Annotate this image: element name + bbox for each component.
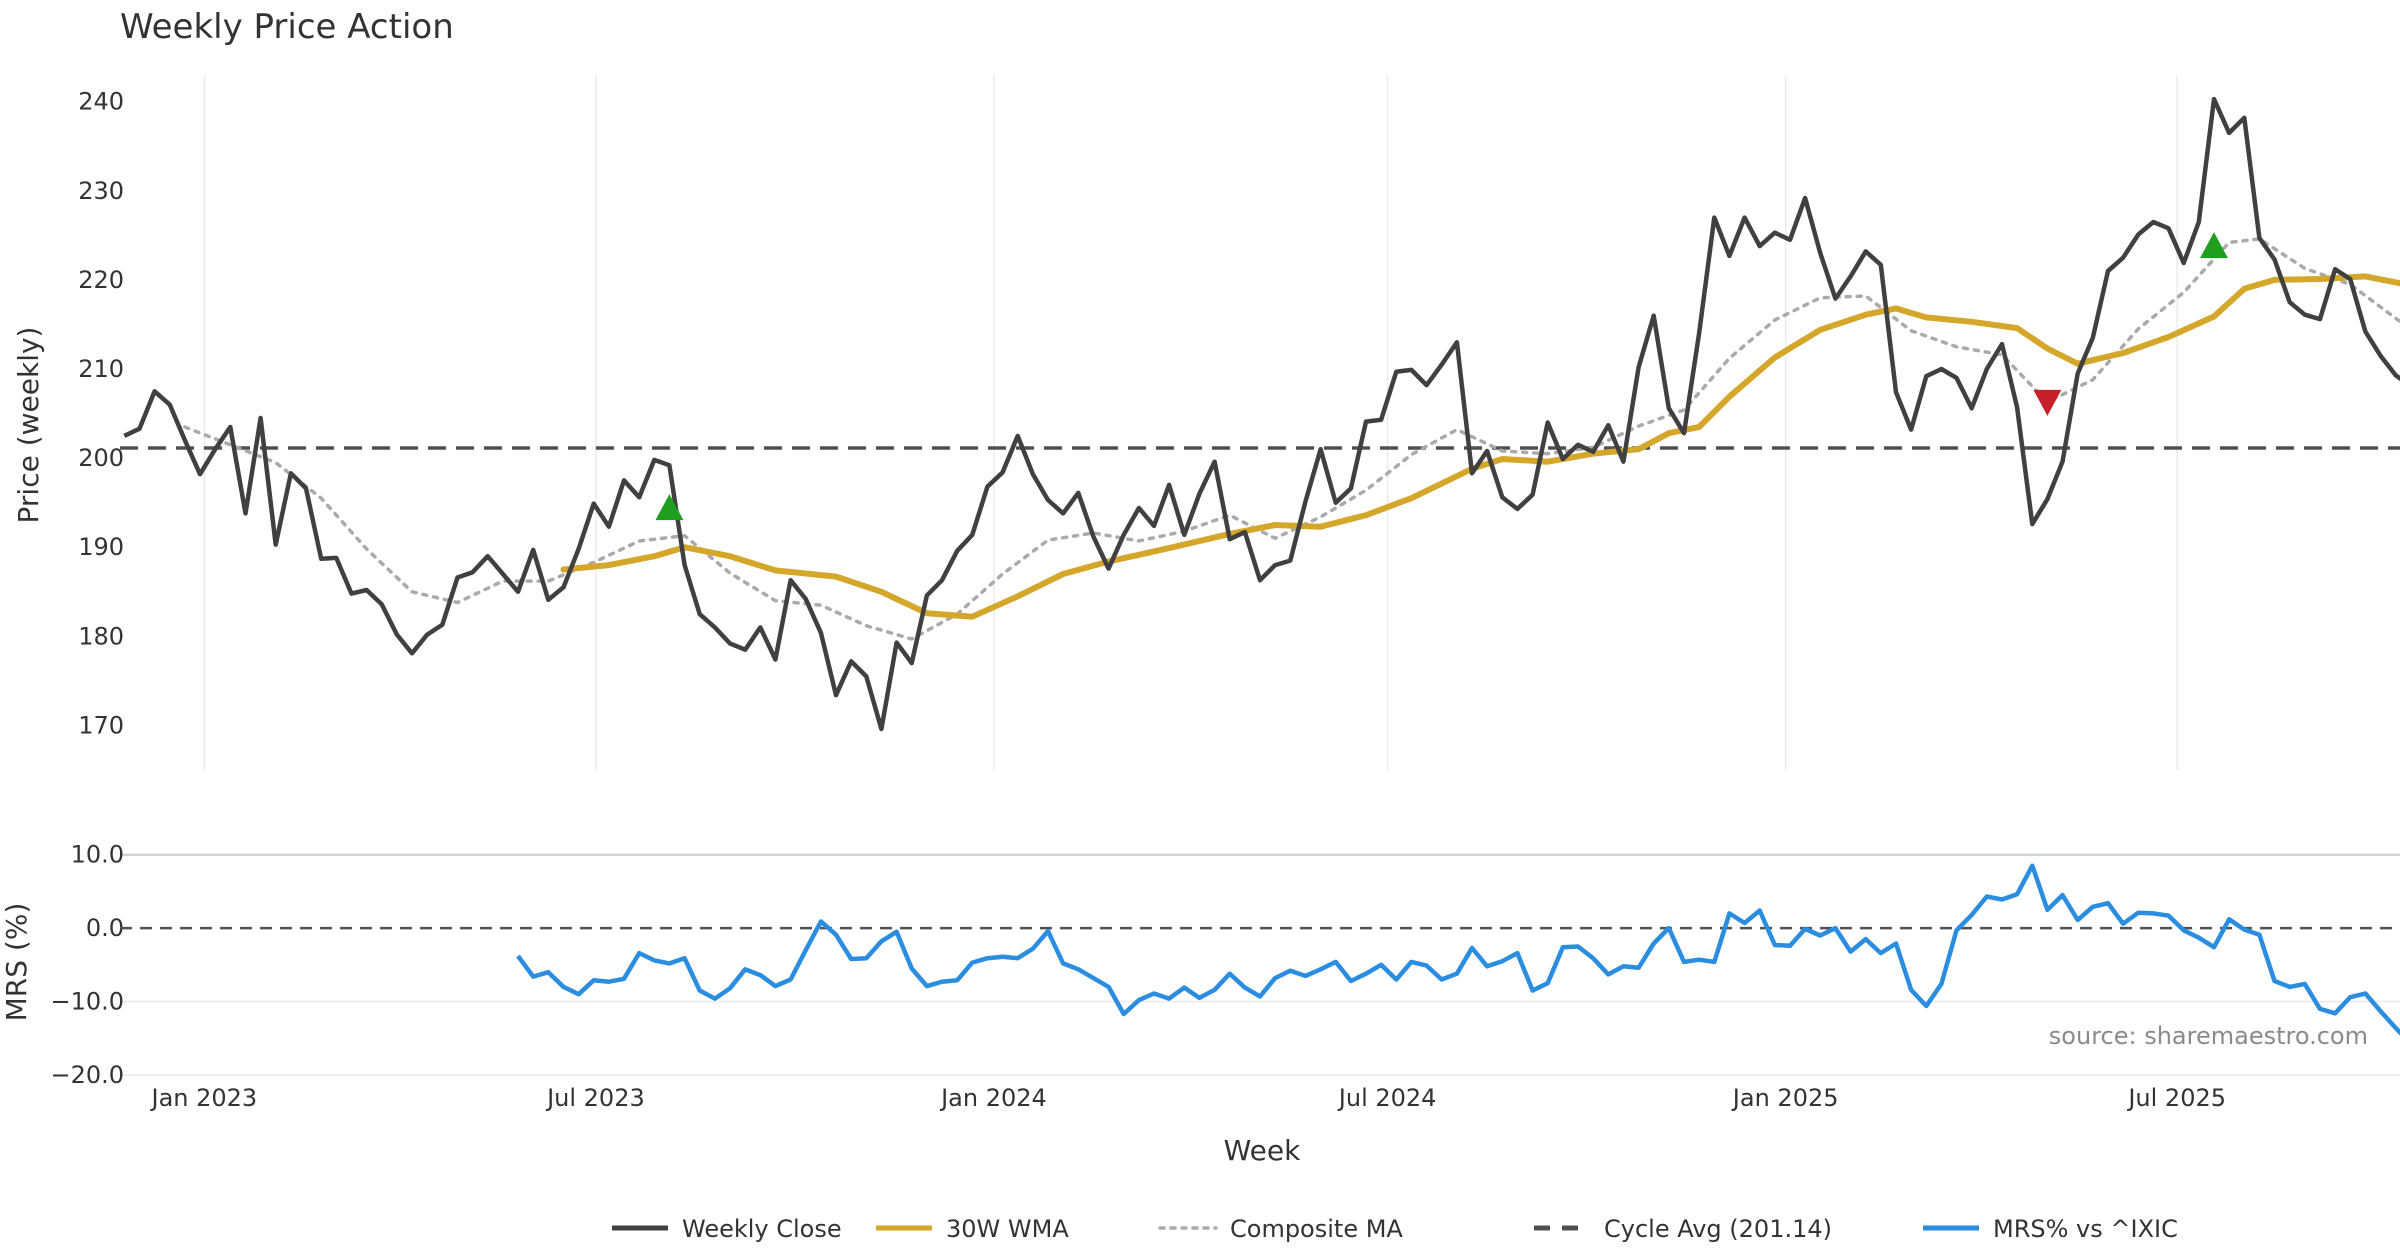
mrs-line xyxy=(516,863,2400,1036)
legend-label: Composite MA xyxy=(1230,1215,1403,1243)
mrs-y-tick-label: −10.0 xyxy=(50,988,124,1016)
price-y-tick-label: 220 xyxy=(78,266,124,294)
x-tick-label: Jul 2023 xyxy=(545,1084,645,1112)
price-axis-label: Price (weekly) xyxy=(12,327,45,524)
price-y-tick-label: 240 xyxy=(78,88,124,116)
price-y-tick-label: 180 xyxy=(78,622,124,650)
grid-layer xyxy=(120,75,2400,1076)
mrs-y-tick-label: 0.0 xyxy=(86,914,124,942)
buy-signal-marker xyxy=(655,494,684,521)
legend-label: Cycle Avg (201.14) xyxy=(1604,1215,1832,1243)
price-y-tick-label: 190 xyxy=(78,533,124,561)
x-tick-label: Jan 2024 xyxy=(939,1084,1047,1112)
x-tick-label: Jul 2024 xyxy=(1337,1084,1437,1112)
y-tick-labels: 170 180 190 200 210 220 230 240 10.0 0.0 −10.0 −20.… xyxy=(50,88,124,1089)
price-y-tick-label: 170 xyxy=(78,711,124,739)
legend-label: Weekly Close xyxy=(682,1215,842,1243)
mrs-y-tick-label: −20.0 xyxy=(50,1061,124,1089)
weekly-close-line xyxy=(123,96,2400,732)
buy-signal-marker xyxy=(2199,232,2228,259)
mrs-y-tick-label: 10.0 xyxy=(71,841,124,869)
source-label: source: sharemaestro.com xyxy=(2049,1022,2368,1050)
legend-label: MRS% vs ^IXIC xyxy=(1993,1215,2178,1243)
sell-signal-marker xyxy=(2033,389,2062,416)
wma-30w-line xyxy=(560,273,2400,620)
x-tick-labels: Jan 2023 Jul 2023 Jan 2024 Jul 2024 Jan 2025… xyxy=(150,1084,2227,1112)
legend-label: 30W WMA xyxy=(946,1215,1069,1243)
x-tick-label: Jul 2025 xyxy=(2126,1084,2226,1112)
price-y-tick-label: 200 xyxy=(78,444,124,472)
x-tick-label: Jan 2025 xyxy=(1731,1084,1839,1112)
x-tick-label: Jan 2023 xyxy=(150,1084,258,1112)
series-layer xyxy=(120,96,2400,1036)
legend: Weekly Close 30W WMA Composite MA Cycle Avg… xyxy=(612,1215,2178,1243)
price-y-tick-label: 210 xyxy=(78,355,124,383)
mrs-axis-label: MRS (%) xyxy=(0,903,33,1022)
price-y-tick-label: 230 xyxy=(78,177,124,205)
chart-title: Weekly Price Action xyxy=(120,7,454,47)
x-axis-label: Week xyxy=(1224,1134,1301,1167)
